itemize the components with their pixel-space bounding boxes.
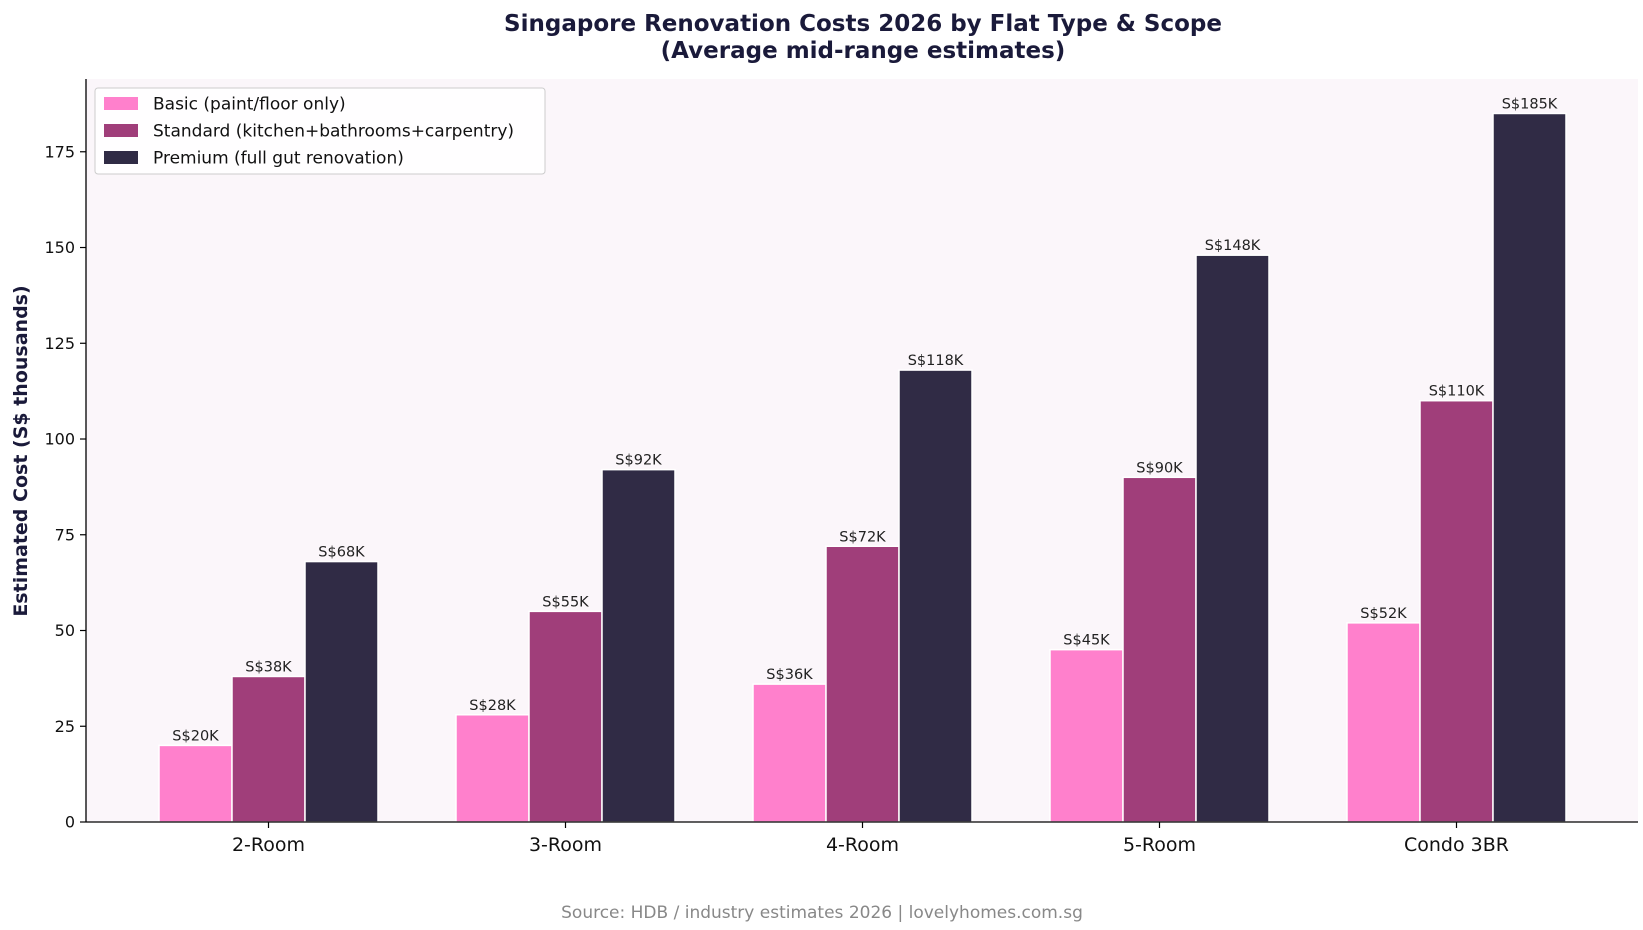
bar-4-room-series-1 [825,545,900,823]
legend-entry-1: Standard (kitchen+bathrooms+carpentry) [153,122,514,142]
bar-5-room-series-2 [1195,254,1270,823]
y-tick-label: 125 [44,334,75,353]
bar-4-room-series-2 [898,369,973,823]
x-tick-label: 5-Room [1123,834,1196,856]
y-axis-label: Estimated Cost (S$ thousands) [10,285,32,616]
data-label: S$20K [172,728,219,744]
data-labels-group: S$20K S$28K S$36K S$45K S$52K S$38K S$55K S$72K… [172,96,1557,744]
data-label: S$90K [1136,460,1183,476]
chart-subtitle: (Average mid-range estimates) [661,38,1066,64]
bar-3-room-series-1 [528,610,603,823]
data-label: S$72K [839,529,886,545]
x-tick-label: Condo 3BR [1404,834,1509,856]
bar-2-room-series-0 [158,744,233,823]
data-label: S$118K [908,353,964,369]
data-label: S$148K [1205,238,1261,254]
legend-swatch-2 [104,151,138,164]
x-ticks-group: 2-Room 3-Room 4-Room 5-Room Condo 3BR [232,822,1509,856]
y-tick-label: 25 [55,717,75,736]
data-label: S$68K [318,545,365,561]
legend-entry-2: Premium (full gut renovation) [153,149,404,169]
y-tick-label: 0 [65,813,75,832]
data-label: S$52K [1360,606,1407,622]
bar-5-room-series-1 [1122,476,1197,823]
y-tick-label: 50 [55,621,75,640]
data-label: S$28K [469,698,516,714]
legend: Basic (paint/floor only) Standard (kitche… [94,87,546,175]
data-label: S$185K [1502,96,1558,112]
data-label: S$55K [542,594,589,610]
bar-condo-3br-series-0 [1346,622,1421,823]
source-note: Source: HDB / industry estimates 2026 | … [561,903,1083,923]
data-label: S$45K [1063,633,1110,649]
bar-3-room-series-0 [455,714,530,823]
bar-4-room-series-0 [752,683,827,823]
data-label: S$36K [766,667,813,683]
x-tick-label: 2-Room [232,834,305,856]
data-label: S$38K [245,659,292,675]
y-tick-label: 100 [44,430,75,449]
y-tick-label: 150 [44,238,75,257]
bar-5-room-series-0 [1049,648,1124,823]
legend-box [94,87,546,175]
x-tick-label: 4-Room [826,834,899,856]
x-tick-label: 3-Room [529,834,602,856]
chart-title: Singapore Renovation Costs 2026 by Flat … [504,11,1222,37]
y-tick-label: 75 [55,525,75,544]
legend-swatch-0 [104,97,138,110]
bar-3-room-series-2 [601,468,676,823]
legend-entry-0: Basic (paint/floor only) [153,95,346,115]
bar-condo-3br-series-1 [1419,399,1494,823]
bar-condo-3br-series-2 [1492,112,1567,823]
data-label: S$92K [615,453,662,469]
legend-swatch-1 [104,124,138,137]
bar-2-room-series-1 [231,675,306,823]
bars-group [158,112,1567,823]
y-ticks-group: 0 25 50 75 100 125 150 175 [44,142,86,832]
data-label: S$110K [1429,384,1485,400]
y-tick-label: 175 [44,142,75,161]
bar-2-room-series-2 [304,560,379,823]
